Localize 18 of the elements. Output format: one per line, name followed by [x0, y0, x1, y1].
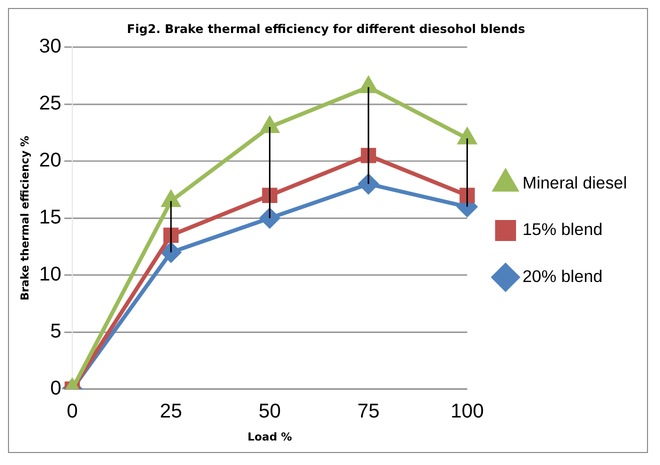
y-tick-label: 10 — [39, 264, 62, 286]
chart-title: Fig2. Brake thermal efficiency for different diesohol blends — [126, 22, 526, 36]
y-axis-title: Brake thermal efficiency % — [18, 136, 32, 301]
x-tick-label: 50 — [258, 400, 281, 422]
y-tick-label: 30 — [39, 36, 62, 58]
x-tick-label: 75 — [357, 400, 380, 422]
x-tick-label: 100 — [450, 400, 484, 422]
y-tick-label: 15 — [39, 206, 62, 229]
legend-label: 20% blend — [522, 266, 603, 286]
y-tick-label: 0 — [50, 378, 62, 400]
x-axis-title: Load % — [247, 430, 292, 444]
y-tick-label: 20 — [39, 150, 62, 172]
legend-label: 15% blend — [522, 220, 603, 240]
x-tick-label: 25 — [160, 400, 182, 422]
x-tick-label: 0 — [66, 400, 78, 422]
y-tick-label: 25 — [39, 92, 62, 115]
legend-label: Mineral diesel — [522, 173, 627, 192]
y-tick-label: 5 — [50, 320, 62, 343]
